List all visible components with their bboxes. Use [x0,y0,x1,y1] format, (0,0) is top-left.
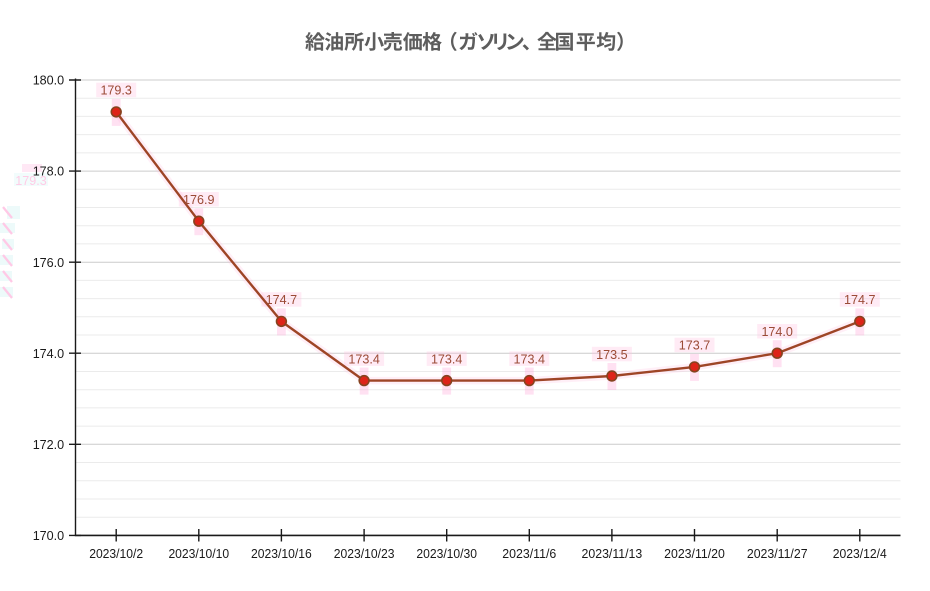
svg-text:174.7: 174.7 [266,292,298,307]
svg-text:176.9: 176.9 [183,192,215,207]
svg-text:176.0: 176.0 [33,255,65,270]
svg-text:2023/10/2: 2023/10/2 [89,546,143,561]
svg-text:173.4: 173.4 [514,351,546,366]
svg-text:179.3: 179.3 [15,173,47,188]
svg-text:173.7: 173.7 [679,338,711,353]
svg-text:174.0: 174.0 [761,324,793,339]
svg-text:174.7: 174.7 [844,292,876,307]
svg-text:2023/12/4: 2023/12/4 [833,546,887,561]
svg-text:2023/11/27: 2023/11/27 [747,546,808,561]
svg-text:2023/10/30: 2023/10/30 [416,546,477,561]
svg-text:173.5: 173.5 [596,347,628,362]
svg-text:2023/10/23: 2023/10/23 [334,546,395,561]
svg-text:2023/11/6: 2023/11/6 [502,546,556,561]
svg-text:173.4: 173.4 [431,351,463,366]
svg-text:2023/11/20: 2023/11/20 [664,546,725,561]
svg-text:2023/10/10: 2023/10/10 [168,546,229,561]
svg-text:2023/11/13: 2023/11/13 [582,546,643,561]
svg-text:170.0: 170.0 [33,528,65,543]
svg-text:173.4: 173.4 [348,351,380,366]
svg-text:2023/10/16: 2023/10/16 [251,546,312,561]
svg-text:179.3: 179.3 [100,83,132,98]
svg-text:178.0: 178.0 [33,164,65,179]
svg-text:180.0: 180.0 [33,73,65,88]
svg-text:174.0: 174.0 [33,346,65,361]
svg-text:172.0: 172.0 [33,437,65,452]
